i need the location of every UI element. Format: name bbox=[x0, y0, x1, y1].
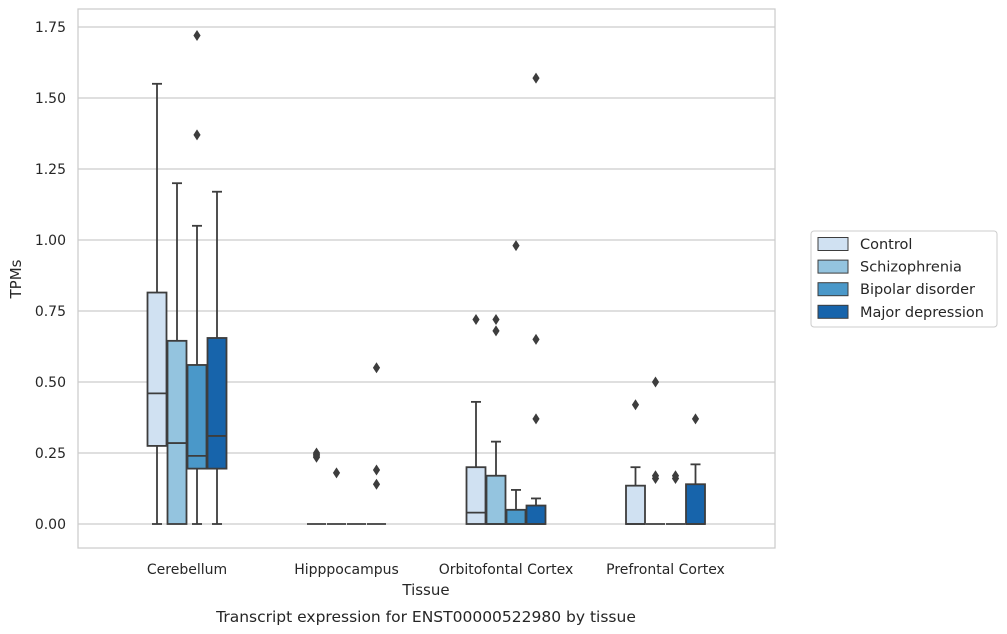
legend-swatch bbox=[817, 304, 849, 319]
legend-swatch bbox=[817, 259, 849, 274]
legend-item: Control bbox=[817, 237, 912, 253]
box-control bbox=[146, 82, 168, 525]
outliers bbox=[193, 30, 700, 490]
y-tick-label: 1.00 bbox=[35, 233, 66, 249]
legend-swatch bbox=[817, 237, 849, 251]
box-major-depression bbox=[206, 190, 228, 525]
outlier-point bbox=[631, 399, 640, 411]
outlier-point bbox=[492, 325, 500, 337]
box-body bbox=[485, 474, 507, 525]
outlier-point bbox=[312, 451, 321, 463]
x-tick-label: Hipppocampus bbox=[294, 562, 399, 578]
outlier-point bbox=[193, 129, 201, 141]
box-schizophrenia bbox=[485, 440, 507, 525]
box-body bbox=[146, 291, 168, 447]
box-body bbox=[525, 504, 547, 525]
legend-swatch bbox=[817, 282, 849, 297]
x-tick-label: Cerebellum bbox=[147, 562, 227, 578]
outlier-point bbox=[671, 473, 680, 485]
y-tick-label: 1.75 bbox=[35, 20, 66, 36]
outlier-point bbox=[512, 240, 520, 252]
box-body bbox=[465, 466, 487, 525]
legend-item: Bipolar disorder bbox=[817, 282, 975, 298]
box-control bbox=[625, 466, 646, 525]
plot-frame bbox=[77, 8, 776, 549]
box-body bbox=[166, 339, 188, 525]
x-axis-ticks: Cerebellum Hipppocampus Orbitofontal Corte… bbox=[147, 562, 725, 578]
box-bipolar-disorder bbox=[186, 224, 208, 525]
y-tick-label: 0.00 bbox=[35, 517, 66, 533]
y-tick-label: 0.25 bbox=[35, 446, 66, 462]
y-tick-label: 0.75 bbox=[35, 304, 66, 320]
outlier-point bbox=[372, 362, 381, 374]
box-control bbox=[465, 400, 487, 525]
legend-label: Control bbox=[860, 237, 912, 253]
outlier-point bbox=[651, 376, 660, 388]
outlier-point bbox=[472, 314, 480, 326]
box-body bbox=[685, 483, 706, 525]
box-body bbox=[505, 508, 527, 525]
box-body bbox=[206, 337, 228, 470]
outlier-point bbox=[193, 30, 201, 42]
box-major-depression bbox=[525, 497, 547, 525]
legend-item: Major depression bbox=[817, 304, 984, 321]
outlier-point bbox=[532, 413, 540, 425]
outlier-point bbox=[332, 467, 341, 479]
y-tick-label: 1.25 bbox=[35, 162, 66, 178]
y-axis-ticks: 0.00 0.25 0.50 0.75 1.00 1.25 1.50 1.75 bbox=[35, 20, 66, 533]
box-major-depression bbox=[685, 463, 706, 525]
y-axis-label: TPMs bbox=[7, 259, 25, 299]
y-tick-label: 1.50 bbox=[35, 91, 66, 107]
x-axis-label: Tissue bbox=[401, 581, 449, 599]
legend-label: Major depression bbox=[860, 305, 984, 321]
boxes bbox=[146, 82, 706, 525]
x-tick-label: Orbitofontal Cortex bbox=[439, 562, 574, 578]
outlier-point bbox=[691, 413, 700, 425]
outlier-point bbox=[372, 464, 381, 476]
outlier-point bbox=[492, 314, 500, 326]
outlier-point bbox=[532, 72, 540, 84]
legend: Control Schizophrenia Bipolar disorder Majo… bbox=[810, 230, 998, 328]
outlier-point bbox=[532, 333, 540, 345]
legend-label: Bipolar disorder bbox=[860, 282, 975, 298]
chart-caption: Transcript expression for ENST0000052298… bbox=[215, 608, 636, 626]
legend-frame bbox=[810, 230, 998, 328]
legend-label: Schizophrenia bbox=[860, 260, 962, 276]
box-body bbox=[186, 364, 208, 470]
box-body bbox=[625, 484, 646, 525]
y-tick-label: 0.50 bbox=[35, 375, 66, 391]
legend-item: Schizophrenia bbox=[817, 259, 962, 276]
outlier-point bbox=[651, 473, 660, 485]
outlier-point bbox=[372, 478, 381, 490]
box-bipolar-disorder bbox=[505, 489, 527, 525]
box-schizophrenia bbox=[166, 182, 188, 525]
x-tick-label: Prefrontal Cortex bbox=[606, 562, 725, 578]
